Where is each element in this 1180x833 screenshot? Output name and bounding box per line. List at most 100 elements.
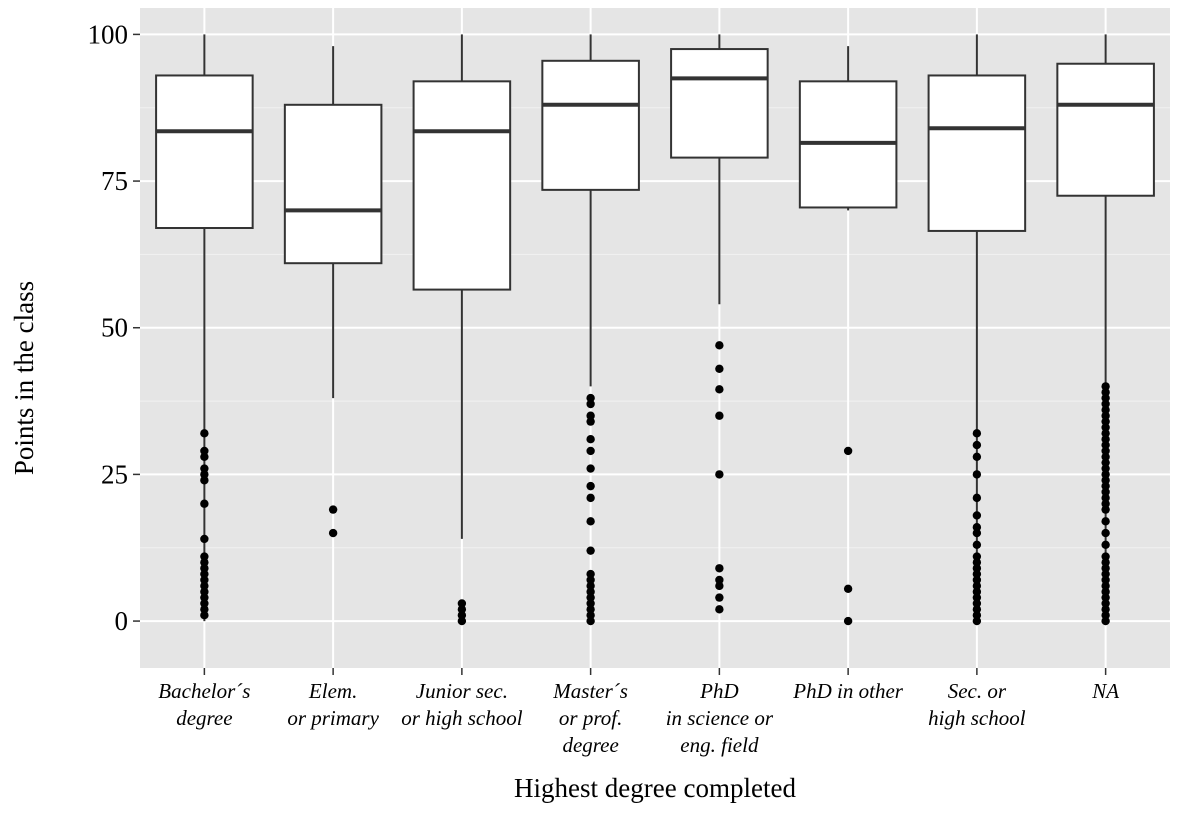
outlier-point bbox=[1101, 417, 1110, 426]
y-tick-label: 0 bbox=[115, 606, 129, 636]
outlier-point bbox=[586, 569, 595, 579]
y-tick-label: 75 bbox=[101, 166, 128, 196]
outlier-point bbox=[586, 599, 595, 608]
outlier-point bbox=[200, 575, 209, 585]
outlier-point bbox=[972, 569, 982, 579]
y-axis-label: Points in the class bbox=[9, 281, 39, 475]
outlier-point bbox=[328, 505, 338, 514]
outlier-point bbox=[715, 593, 724, 602]
outlier-point bbox=[586, 593, 595, 602]
outlier-point bbox=[200, 446, 209, 456]
outlier-point bbox=[972, 558, 982, 567]
outlier-point bbox=[972, 587, 982, 596]
outlier-point bbox=[586, 493, 595, 503]
outlier-point bbox=[1101, 382, 1110, 391]
outlier-point bbox=[1101, 464, 1110, 473]
outlier-point bbox=[715, 385, 724, 394]
outlier-point bbox=[1101, 505, 1110, 514]
outlier-point bbox=[972, 581, 982, 591]
outlier-point bbox=[1101, 423, 1110, 432]
outlier-point bbox=[1101, 487, 1110, 497]
outlier-point bbox=[1101, 388, 1110, 397]
x-tick-label: high school bbox=[928, 706, 1026, 730]
x-tick-label: NA bbox=[1091, 679, 1119, 703]
x-tick-label: Elem. bbox=[308, 679, 357, 703]
outlier-point bbox=[972, 452, 982, 461]
x-tick-label: degree bbox=[176, 706, 232, 730]
outlier-point bbox=[200, 452, 209, 461]
outlier-point bbox=[200, 552, 209, 561]
outlier-point bbox=[586, 464, 595, 473]
outlier-point bbox=[972, 523, 982, 532]
outlier-point bbox=[200, 499, 209, 508]
outlier-point bbox=[972, 511, 982, 520]
outlier-point bbox=[972, 429, 982, 438]
box bbox=[927, 74, 1027, 232]
outlier-point bbox=[843, 446, 853, 456]
box bbox=[155, 74, 254, 230]
outlier-point bbox=[586, 411, 595, 420]
y-tick-label: 50 bbox=[101, 313, 128, 343]
outlier-point bbox=[200, 569, 209, 579]
outlier-point bbox=[843, 616, 853, 626]
outlier-point bbox=[586, 399, 595, 409]
outlier-point bbox=[1101, 528, 1110, 538]
outlier-point bbox=[200, 564, 209, 573]
box-group bbox=[798, 46, 898, 626]
outlier-point bbox=[328, 528, 338, 538]
outlier-point bbox=[1101, 575, 1110, 585]
x-tick-label: or prof. bbox=[559, 706, 622, 730]
x-tick-label: Junior sec. bbox=[416, 679, 508, 703]
outlier-point bbox=[715, 470, 724, 479]
outlier-point bbox=[1101, 564, 1110, 573]
outlier-point bbox=[1101, 476, 1110, 485]
outlier-point bbox=[200, 476, 209, 485]
outlier-point bbox=[200, 534, 209, 544]
outlier-point bbox=[1101, 599, 1110, 608]
outlier-point bbox=[715, 411, 724, 420]
outlier-point bbox=[200, 605, 209, 614]
outlier-point bbox=[1101, 399, 1110, 409]
outlier-point bbox=[972, 493, 982, 503]
outlier-point bbox=[972, 528, 982, 538]
outlier-point bbox=[972, 552, 982, 561]
outlier-point bbox=[200, 587, 209, 596]
outlier-point bbox=[1101, 593, 1110, 602]
outlier-point bbox=[1101, 581, 1110, 591]
x-axis: Bachelor´s degree Elem. or primary Junior se… bbox=[158, 668, 1119, 757]
outlier-point bbox=[1101, 440, 1110, 450]
outlier-point bbox=[586, 605, 595, 614]
outlier-point bbox=[715, 575, 724, 585]
outlier-point bbox=[972, 564, 982, 573]
y-tick-label: 25 bbox=[101, 459, 128, 489]
outlier-point bbox=[200, 593, 209, 602]
x-tick-label: PhD in other bbox=[792, 679, 903, 703]
outlier-point bbox=[1101, 452, 1110, 461]
outlier-point bbox=[586, 611, 595, 620]
x-axis-label: Highest degree completed bbox=[514, 773, 796, 803]
outlier-point bbox=[1101, 493, 1110, 503]
box bbox=[1056, 62, 1155, 197]
outlier-point bbox=[457, 616, 467, 626]
outlier-point bbox=[200, 611, 209, 620]
box-group bbox=[412, 34, 512, 626]
outlier-point bbox=[1101, 587, 1110, 596]
outlier-point bbox=[200, 581, 209, 591]
outlier-point bbox=[586, 481, 595, 491]
outlier-point bbox=[457, 605, 467, 614]
outlier-point bbox=[715, 341, 724, 350]
outlier-point bbox=[586, 575, 595, 585]
outlier-point bbox=[1101, 517, 1110, 526]
box-group bbox=[283, 46, 383, 538]
outlier-point bbox=[586, 393, 595, 403]
outlier-point bbox=[1101, 616, 1110, 626]
outlier-point bbox=[972, 440, 982, 450]
outlier-point bbox=[1101, 470, 1110, 479]
box-group bbox=[541, 34, 640, 626]
outlier-point bbox=[200, 470, 209, 479]
box-group bbox=[155, 34, 254, 622]
box-group bbox=[1056, 34, 1155, 626]
x-tick-label: or primary bbox=[287, 706, 379, 730]
outlier-point bbox=[715, 564, 724, 573]
outlier-point bbox=[586, 517, 595, 526]
